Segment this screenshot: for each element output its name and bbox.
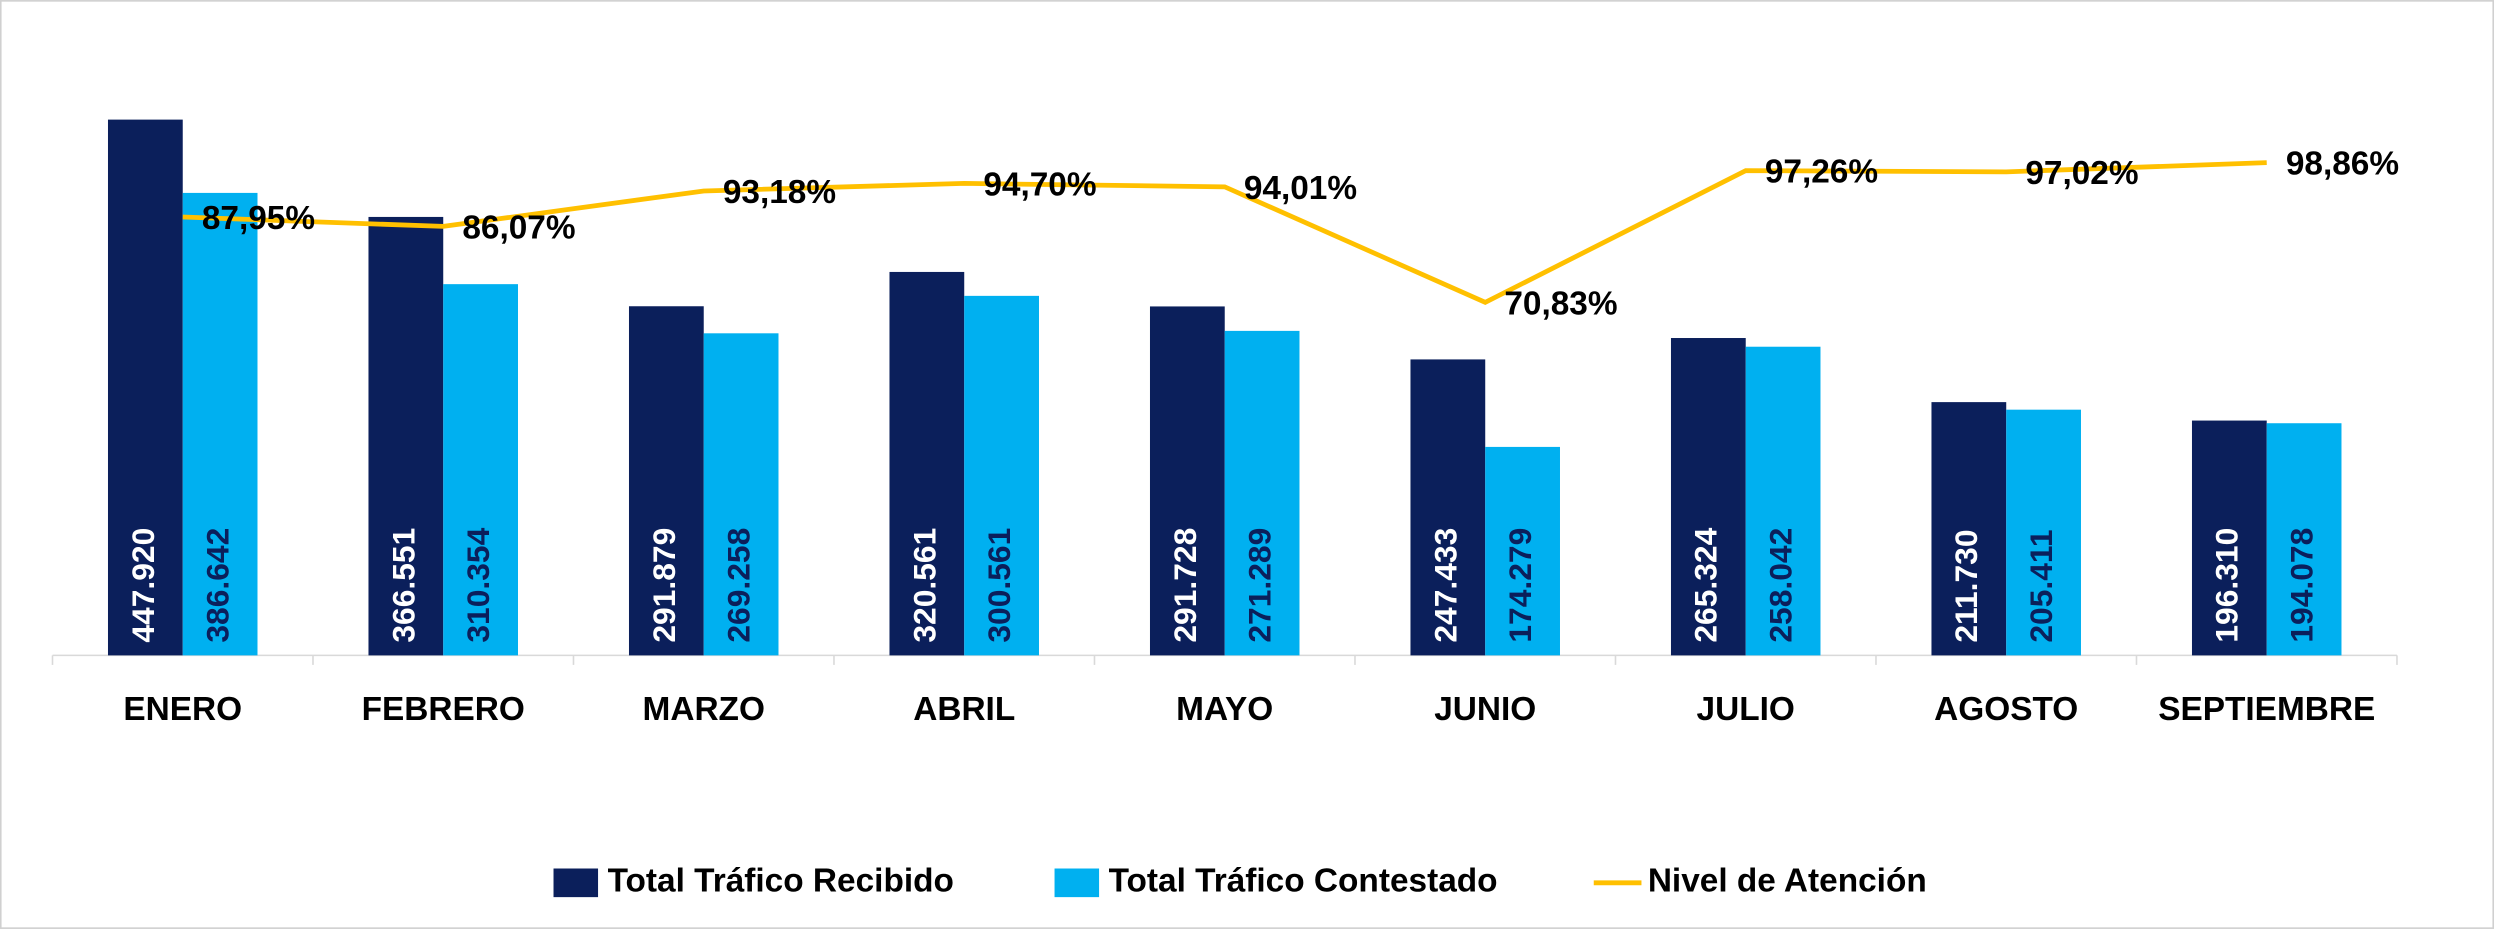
bar-value-label: 300.561 [981, 528, 1017, 643]
bar-value-label: 320.561 [906, 528, 942, 643]
bar [1485, 446, 1560, 656]
line-value-label: 94,01% [1244, 170, 1357, 207]
legend-label: Nivel de Atención [1648, 863, 1927, 900]
bar-value-label: 196.310 [2209, 528, 2245, 643]
x-tick-label: ENERO [123, 691, 242, 728]
line-value-label: 98,86% [2286, 146, 2399, 183]
bar [964, 295, 1039, 656]
bar [2006, 409, 2081, 656]
bar [1224, 330, 1300, 656]
line-value-label: 94,70% [983, 166, 1096, 203]
bar [703, 333, 779, 656]
x-tick-label: MARZO [643, 691, 765, 728]
legend-label: Total Tráfico Contestado [1109, 863, 1498, 900]
bar-value-label: 174.279 [1502, 528, 1538, 643]
bar [2266, 423, 2342, 656]
x-tick-label: MAYO [1176, 691, 1273, 728]
x-tick-label: JUNIO [1434, 691, 1536, 728]
bar-value-label: 211.730 [1948, 529, 1984, 642]
line-value-label: 87,95% [202, 200, 315, 237]
legend-swatch [1054, 868, 1100, 898]
line-value-label: 93,18% [723, 174, 836, 211]
bar [889, 271, 965, 656]
bar-value-label: 447.920 [125, 528, 161, 643]
line-series [182, 160, 2267, 306]
bar [443, 284, 518, 656]
bar-value-label: 366.551 [385, 528, 421, 643]
bar-value-label: 310.354 [460, 527, 496, 642]
bar [368, 216, 444, 656]
bar [1931, 402, 2007, 656]
bar-value-label: 271.289 [1242, 528, 1278, 643]
bar-value-label: 258.042 [1763, 528, 1799, 643]
bar [1670, 338, 1746, 656]
bar-value-label: 205.411 [2023, 529, 2059, 642]
bar [1149, 306, 1225, 656]
bar-value-label: 291.879 [646, 528, 682, 643]
x-tick-label: SEPTIEMBRE [2158, 691, 2375, 728]
line-value-label: 97,02% [2025, 155, 2138, 192]
legend-label: Total Tráfico Recibido [608, 863, 954, 900]
x-tick-label: AGOSTO [1934, 691, 2078, 728]
line-value-label: 97,26% [1765, 154, 1878, 191]
bar [182, 192, 258, 656]
line-value-label: 70,83% [1504, 285, 1617, 322]
bar [1745, 346, 1821, 656]
bar-value-label: 265.324 [1688, 527, 1724, 642]
bar-value-label: 194.078 [2284, 528, 2320, 643]
bar [107, 119, 183, 656]
bar [2191, 420, 2267, 656]
x-tick-label: FEBRERO [362, 691, 525, 728]
bar-value-label: 291.728 [1167, 528, 1203, 643]
bar-value-label: 247.433 [1427, 528, 1463, 643]
x-tick-label: JULIO [1697, 691, 1795, 728]
bar-value-label: 386.642 [200, 528, 236, 643]
bar [1410, 359, 1486, 656]
legend-swatch [553, 868, 599, 898]
bar [628, 306, 704, 656]
bar-value-label: 269.258 [721, 528, 757, 643]
x-tick-label: ABRIL [913, 691, 1015, 728]
line-value-label: 86,07% [462, 209, 575, 246]
